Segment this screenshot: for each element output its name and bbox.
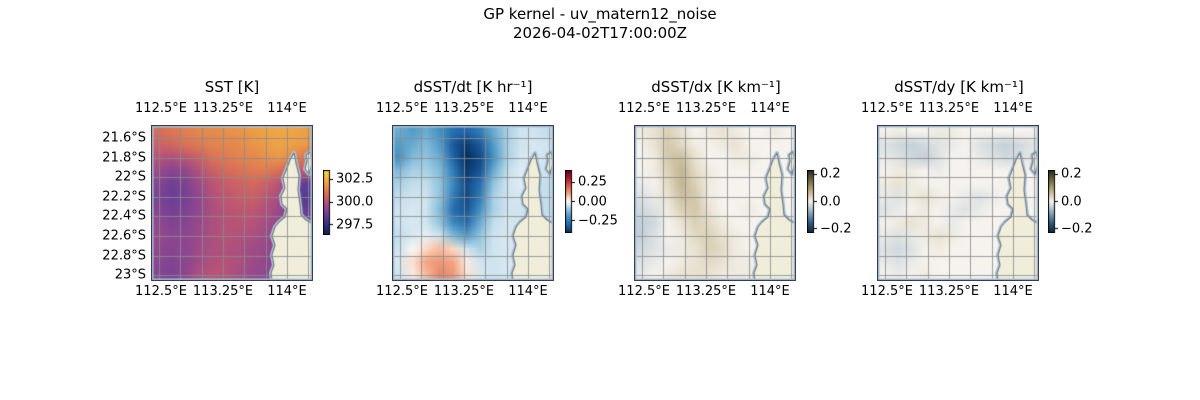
lon-tick: 114°E xyxy=(267,284,307,299)
lon-tick: 112.5°E xyxy=(618,284,670,299)
lon-tick: 113.25°E xyxy=(192,101,254,116)
lat-tick: 22.4°S xyxy=(102,208,146,224)
lon-tick: 114°E xyxy=(993,284,1033,299)
lon-tick: 112.5°E xyxy=(618,101,670,116)
lat-tick: 22.2°S xyxy=(102,189,146,205)
colorbar-dsst-dx xyxy=(807,170,817,233)
colorbar-tick: −0.2 xyxy=(1061,221,1093,237)
colorbar-sst xyxy=(323,170,333,235)
colorbar-tick: 302.5 xyxy=(336,171,374,187)
lon-tick: 113.25°E xyxy=(433,284,495,299)
lon-tick: 114°E xyxy=(750,284,790,299)
lon-tick: 112.5°E xyxy=(135,101,187,116)
map-canvas-sst xyxy=(151,125,313,281)
map-canvas-dsst-dx xyxy=(634,125,796,281)
lon-tick: 113.25°E xyxy=(192,284,254,299)
lon-tick: 114°E xyxy=(508,284,548,299)
figure-timestamp: 2026-04-02T17:00:00Z xyxy=(513,24,687,42)
colorbar-tick: 0.25 xyxy=(578,174,607,190)
lon-tick: 112.5°E xyxy=(376,101,428,116)
lon-tick: 113.25°E xyxy=(918,101,980,116)
lon-tick: 112.5°E xyxy=(376,284,428,299)
panel-title-dsst-dx: dSST/dx [K km⁻¹] xyxy=(651,78,781,96)
figure-title: GP kernel - uv_matern12_noise xyxy=(483,5,717,23)
panel-title-dsst-dy: dSST/dy [K km⁻¹] xyxy=(894,78,1024,96)
lat-tick: 21.6°S xyxy=(102,130,146,146)
lon-tick: 114°E xyxy=(508,101,548,116)
map-canvas-dsst-dt xyxy=(392,125,554,281)
lat-tick: 21.8°S xyxy=(102,150,146,166)
colorbar-tick: 0.0 xyxy=(820,194,841,210)
lon-tick: 114°E xyxy=(993,101,1033,116)
panel-title-sst: SST [K] xyxy=(204,78,260,96)
colorbar-tick: 0.2 xyxy=(1061,166,1082,182)
lon-tick: 112.5°E xyxy=(861,101,913,116)
colorbar-tick: 0.0 xyxy=(1061,194,1082,210)
lon-tick: 113.25°E xyxy=(433,101,495,116)
lat-tick: 22.6°S xyxy=(102,228,146,244)
colorbar-dsst-dy xyxy=(1048,170,1058,233)
colorbar-tick: −0.25 xyxy=(578,213,618,229)
lon-tick: 113.25°E xyxy=(675,101,737,116)
panel-title-dsst-dt: dSST/dt [K hr⁻¹] xyxy=(413,78,533,96)
map-canvas-dsst-dy xyxy=(877,125,1039,281)
lon-tick: 112.5°E xyxy=(861,284,913,299)
lon-tick: 112.5°E xyxy=(135,284,187,299)
colorbar-tick: 0.00 xyxy=(578,194,607,210)
lon-tick: 113.25°E xyxy=(918,284,980,299)
lat-tick: 22°S xyxy=(114,169,146,185)
lon-tick: 114°E xyxy=(750,101,790,116)
lat-tick: 23°S xyxy=(114,267,146,283)
colorbar-tick: −0.2 xyxy=(820,221,852,237)
colorbar-dsst-dt xyxy=(565,170,575,233)
colorbar-tick: 297.5 xyxy=(336,217,374,233)
lat-tick: 22.8°S xyxy=(102,248,146,264)
colorbar-tick: 0.2 xyxy=(820,166,841,182)
colorbar-tick: 300.0 xyxy=(336,194,374,210)
lon-tick: 113.25°E xyxy=(675,284,737,299)
lon-tick: 114°E xyxy=(267,101,307,116)
